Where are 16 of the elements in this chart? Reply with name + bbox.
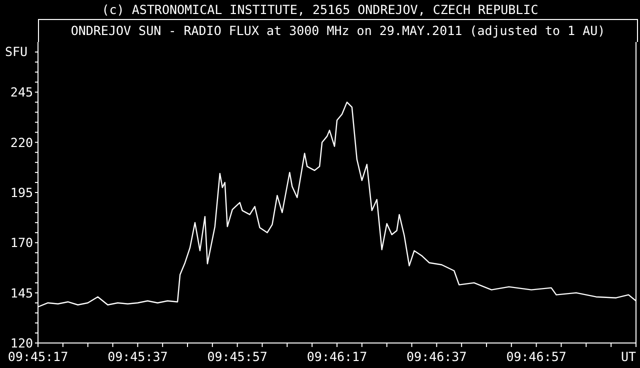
y-axis-title: SFU [5, 44, 28, 59]
chart-title: ONDREJOV SUN - RADIO FLUX at 3000 MHz on 29.MAY.2011 (adjusted to 1 AU) [38, 19, 638, 42]
y-tick-label: 170 [10, 235, 33, 250]
x-tick-label: 09:45:57 [207, 349, 268, 364]
chart-subtitle: (c) ASTRONOMICAL INSTITUTE, 25165 ONDREJOV, CZECH REPUBLIC [100, 2, 540, 17]
y-tick-label: 245 [10, 84, 33, 100]
y-tick-label: 195 [10, 184, 33, 200]
y-tick-label: 220 [10, 134, 33, 150]
x-tick-label: 09:46:17 [306, 349, 368, 364]
x-tick-label: 09:45:17 [8, 349, 68, 364]
x-tick-label: 09:46:57 [506, 349, 566, 364]
x-tick-label: 09:46:37 [406, 349, 467, 364]
y-tick-label: 120 [10, 335, 33, 350]
x-tick-label: UT [620, 349, 636, 364]
x-tick-label: 09:45:37 [108, 349, 168, 364]
y-tick-label: 145 [10, 285, 33, 300]
